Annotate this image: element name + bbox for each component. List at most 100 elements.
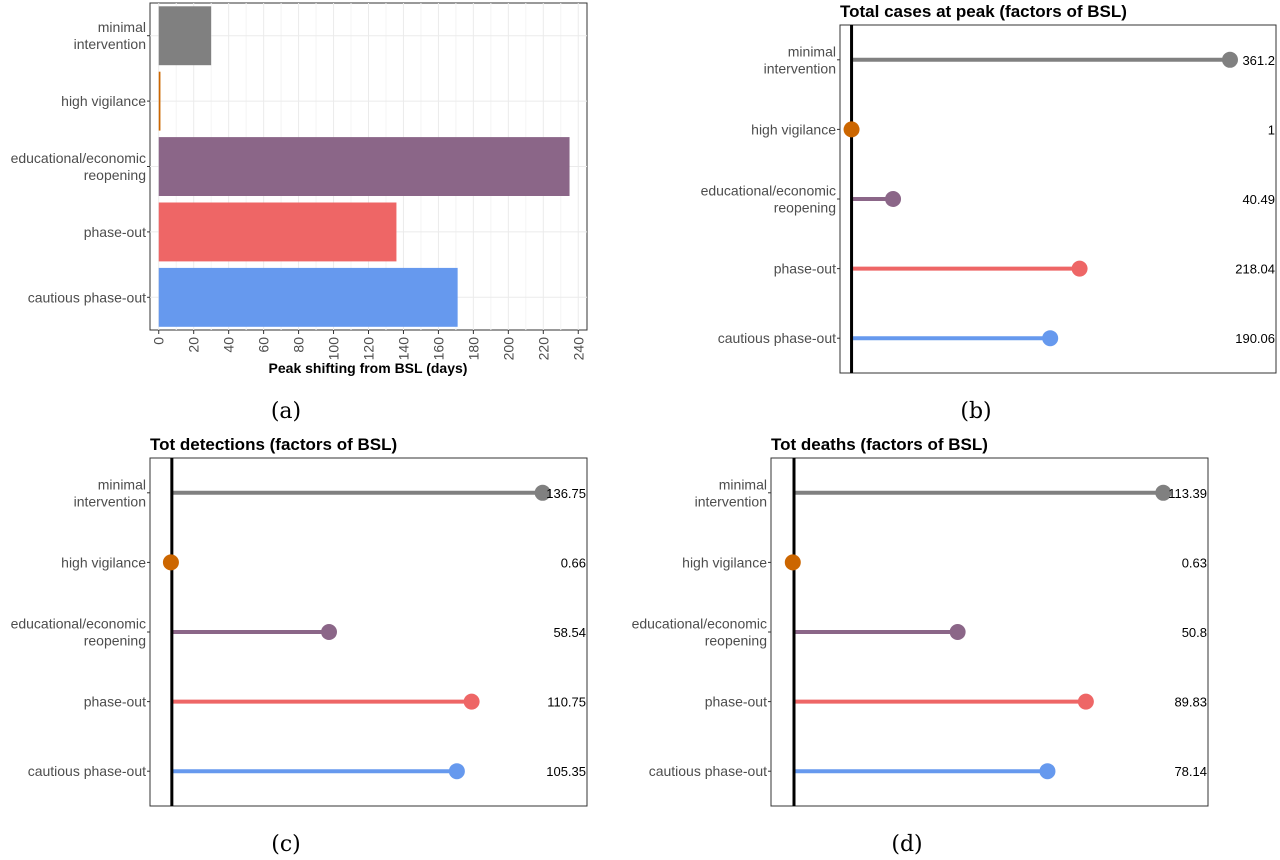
panel-b-plot-frame [839,24,1277,374]
panel-c-category-label-line: reopening [84,633,146,649]
panel-d-category-label-line: educational/economic [632,616,767,632]
panel-b-category-label-phase-out: phase-out [774,261,836,277]
panel-a-category-label-line: phase-out [84,224,146,240]
panel-d-category-label-line: minimal [719,476,767,492]
panel-d-caption: (d) [891,832,922,857]
panel-b-category-label-line: cautious phase-out [718,330,836,346]
panel-c-category-label-line: educational/economic [11,616,146,632]
panel-d-point-phase-out [1077,693,1094,710]
panel-a-category-labels: minimal intervention high vigilance educati… [11,19,150,305]
panel-c-value-label-phase-out: 110.75 [547,695,586,710]
panel-b-title: Total cases at peak (factors of BSL) [840,2,1127,21]
panel-d-marks: 113.39 0.63 50.8 89.83 78.14 minimal intervent… [632,458,1207,806]
panel-b-category-label-cautious-phase-out: cautious phase-out [718,330,836,346]
panel-d-point-minimal-intervention [1155,484,1172,501]
panel-b-category-label-line: intervention [764,60,836,76]
panel-a-category-label-line: high vigilance [61,93,146,109]
panel-b-category-label-high-vigilance: high vigilance [751,121,836,137]
panel-a-x-tick-label: 140 [396,337,412,361]
panel-d-category-label-line: high vigilance [682,554,767,570]
panel-d-category-label-cautious-phase-out: cautious phase-out [649,763,767,779]
panel-a-x-tick-label: 100 [326,337,342,361]
panel-a-category-label-line: cautious phase-out [28,289,146,305]
panel-b-caption: (b) [960,399,991,424]
panel-b-marks: 361.2 1 40.49 218.04 190.06 minimal interventi… [701,25,1275,373]
panel-b-category-label-educational-economic-reopening: educational/economic reopening [701,183,836,216]
panel-c-category-label-minimal-intervention: minimal intervention [74,476,146,509]
panel-b-category-label-line: minimal [788,43,836,59]
panel-a-bars [158,6,570,327]
panel-d-title: Tot deaths (factors of BSL) [771,435,988,454]
panel-c-point-minimal-intervention [534,484,551,501]
panel-a-category-label-line: reopening [84,167,146,183]
panel-c-category-label-line: high vigilance [61,554,146,570]
panel-b-category-label-line: educational/economic [701,183,836,199]
panel-c-marks: 136.75 0.66 58.54 110.75 105.35 minimal interv… [11,458,586,806]
panel-a-x-tick-label: 0 [151,337,167,345]
panel-b-value-label-minimal-intervention: 361.2 [1242,53,1275,68]
panel-b-category-label-line: high vigilance [751,121,836,137]
panel-a-category-label-high-vigilance: high vigilance [61,93,146,109]
panel-c-category-label-line: cautious phase-out [28,763,146,779]
panel-a-bar-cautious-phase-out [158,267,458,327]
panel-d-lollipop-chart: Tot deaths (factors of BSL) 113.39 0.63 50… [632,435,1209,857]
panel-a-category-label-line: intervention [74,36,146,52]
panel-a-x-tick-label: 180 [465,337,481,361]
panel-b-category-label-line: phase-out [774,261,836,277]
panel-a-category-label-cautious-phase-out: cautious phase-out [28,289,146,305]
panel-b-point-educational-economic-reopening [885,191,902,207]
panel-c-value-label-high-vigilance: 0.66 [561,555,586,570]
panel-d-category-label-line: phase-out [705,694,767,710]
panel-a-x-tick-label: 40 [221,337,237,353]
panel-c-value-label-cautious-phase-out: 105.35 [546,764,586,779]
panel-c-title: Tot detections (factors of BSL) [150,435,397,454]
panel-c-point-cautious-phase-out [448,763,465,780]
panel-a-x-tick-label: 240 [570,337,586,361]
panel-a-category-label-educational-economic-reopening: educational/economic reopening [11,150,146,183]
panel-b-point-high-vigilance [843,121,860,138]
panel-a-x-tick-label: 220 [535,337,551,361]
panel-a-bar-chart: minimal intervention high vigilance educati… [11,2,588,424]
panel-d-category-label-phase-out: phase-out [705,694,767,710]
panel-a-category-label-phase-out: phase-out [84,224,146,240]
panel-a-category-label-line: educational/economic [11,150,146,166]
panel-d-category-label-minimal-intervention: minimal intervention [695,476,767,509]
panel-d-point-educational-economic-reopening [949,624,966,640]
panel-a-bar-educational-economic-reopening [158,137,570,196]
panel-a-x-tick-label: 120 [361,337,377,361]
panel-d-category-label-educational-economic-reopening: educational/economic reopening [632,616,767,649]
panel-d-value-label-educational-economic-reopening: 50.8 [1182,625,1207,640]
panel-d-category-label-line: intervention [695,493,767,509]
panel-a-category-label-minimal-intervention: minimal intervention [74,19,146,52]
panel-c-value-label-minimal-intervention: 136.75 [546,486,586,501]
panel-a-x-tick-label: 80 [291,337,307,353]
panel-a-x-tick-label: 20 [186,337,202,353]
panel-b-point-minimal-intervention [1221,51,1238,68]
panel-d-category-label-line: cautious phase-out [649,763,767,779]
panel-b-value-label-phase-out: 218.04 [1235,262,1275,277]
panel-a-x-ticks: 0 20 40 60 80 100 120 140 160 180 200 220 240 [151,330,586,361]
panel-b-lollipop-chart: Total cases at peak (factors of BSL) 361… [701,2,1277,424]
panel-c-category-label-line: intervention [74,493,146,509]
panel-c-point-phase-out [463,693,480,710]
panel-a-x-tick-label: 60 [256,337,272,353]
panel-b-point-cautious-phase-out [1042,330,1059,347]
panel-c-category-label-high-vigilance: high vigilance [61,554,146,570]
panel-a-x-axis-label: Peak shifting from BSL (days) [269,360,468,376]
panel-d-category-label-line: reopening [705,633,767,649]
panel-d-value-label-minimal-intervention: 113.39 [1168,486,1207,501]
panel-b-category-label-minimal-intervention: minimal intervention [764,43,836,76]
panel-a-caption: (a) [271,399,301,424]
panel-a-bar-high-vigilance [158,71,161,131]
panel-c-category-label-educational-economic-reopening: educational/economic reopening [11,616,146,649]
panel-d-value-label-high-vigilance: 0.63 [1182,555,1207,570]
panel-c-lollipop-chart: Tot detections (factors of BSL) 136.75 0.… [11,435,588,857]
panel-c-category-label-cautious-phase-out: cautious phase-out [28,763,146,779]
panel-c-category-label-phase-out: phase-out [84,694,146,710]
panel-a-bar-minimal-intervention [158,6,212,66]
panel-c-point-high-vigilance [162,554,179,571]
panel-c-point-educational-economic-reopening [321,624,338,640]
panel-b-value-label-educational-economic-reopening: 40.49 [1242,192,1275,207]
panel-d-point-high-vigilance [784,554,801,571]
